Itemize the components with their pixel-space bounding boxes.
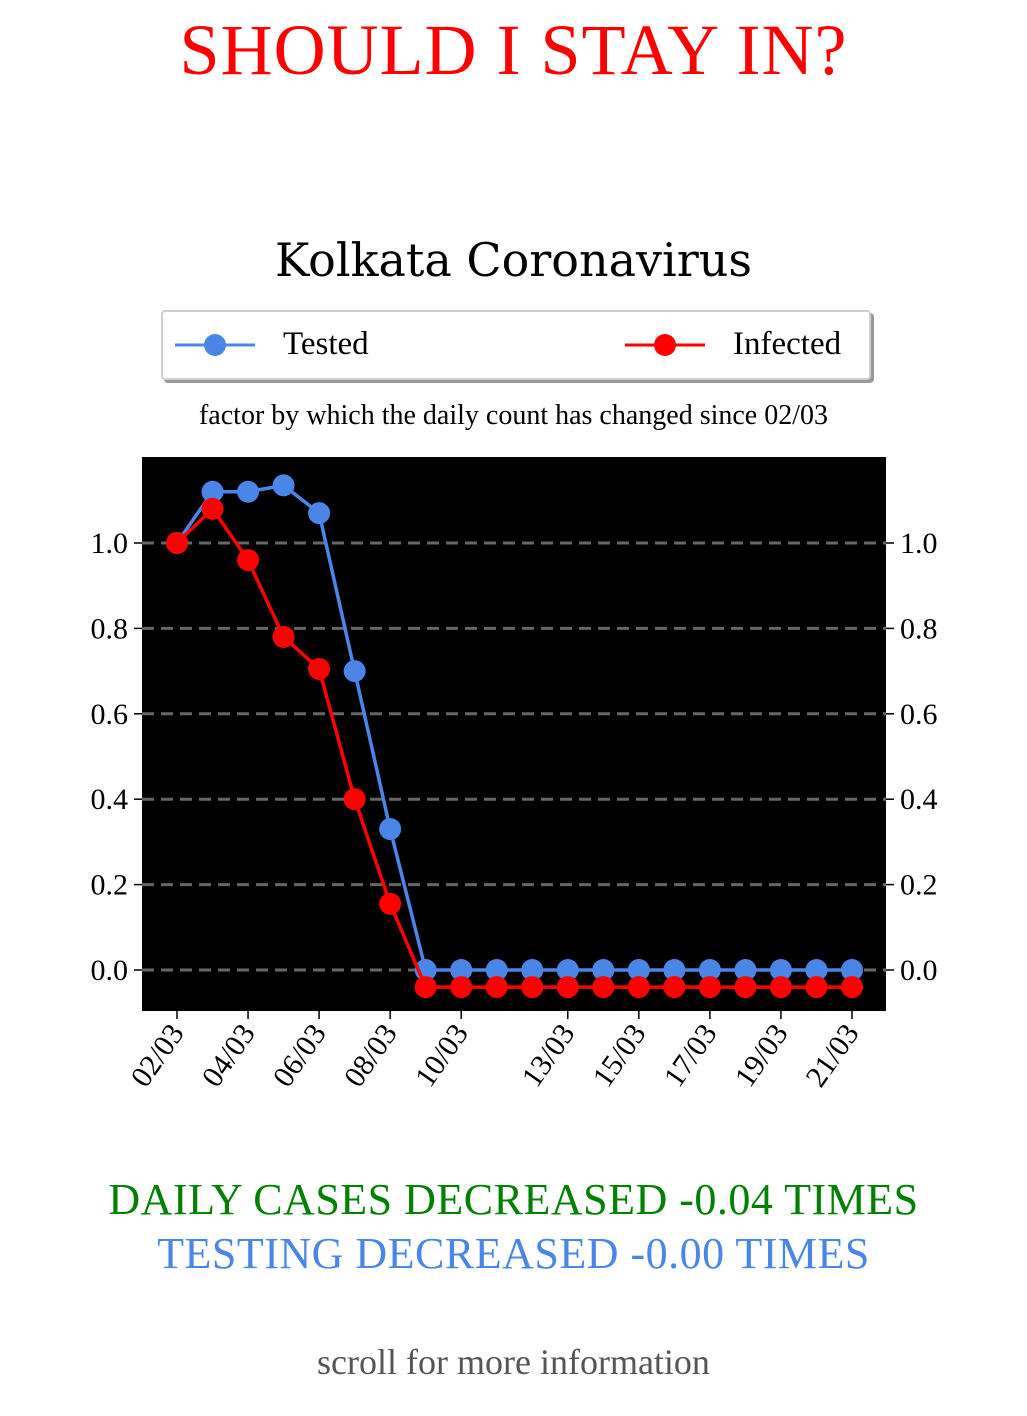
data-point-infected xyxy=(805,976,828,999)
data-point-infected xyxy=(663,976,686,999)
x-tick-label: 06/03 xyxy=(267,1018,333,1093)
data-point-tested xyxy=(237,480,260,503)
x-tick-label: 02/03 xyxy=(125,1018,191,1093)
x-tick-label: 17/03 xyxy=(657,1018,723,1093)
data-point-infected xyxy=(556,976,579,999)
page-headline: SHOULD I STAY IN? xyxy=(179,10,848,90)
data-point-infected xyxy=(769,976,792,999)
data-point-infected xyxy=(592,976,615,999)
y-tick-label-right: 0.2 xyxy=(900,869,938,902)
y-tick-label-left: 0.2 xyxy=(91,869,129,902)
data-point-tested xyxy=(521,959,544,981)
data-point-infected xyxy=(414,976,437,999)
data-point-tested xyxy=(592,959,615,981)
data-point-infected xyxy=(201,497,224,520)
data-point-tested xyxy=(343,660,366,683)
legend-entry-infected: Infected xyxy=(625,312,865,378)
data-point-infected xyxy=(379,892,402,915)
data-point-tested xyxy=(663,959,686,981)
legend-marker-infected xyxy=(625,334,705,356)
scroll-hint: scroll for more information xyxy=(317,1342,710,1382)
x-tick-label: 13/03 xyxy=(515,1018,581,1093)
data-point-tested xyxy=(272,474,295,497)
data-point-tested xyxy=(485,959,508,981)
x-tick-label: 15/03 xyxy=(586,1018,652,1093)
legend-marker-tested xyxy=(175,334,255,356)
x-tick-label: 08/03 xyxy=(338,1018,404,1093)
data-point-tested xyxy=(450,959,473,981)
data-point-infected xyxy=(450,976,473,999)
data-point-tested xyxy=(769,959,792,981)
y-tick-label-left: 0.6 xyxy=(91,698,129,731)
data-point-infected xyxy=(485,976,508,999)
x-tick-label: 21/03 xyxy=(800,1018,866,1093)
y-tick-label-left: 1.0 xyxy=(91,527,129,560)
data-point-infected xyxy=(308,657,331,680)
y-tick-label-right: 0.8 xyxy=(900,612,938,645)
y-tick-label-left: 0.0 xyxy=(91,954,129,987)
data-point-tested xyxy=(201,480,224,503)
plot-area xyxy=(142,457,886,1011)
data-point-tested xyxy=(627,959,650,981)
data-point-tested xyxy=(556,959,579,981)
data-point-infected xyxy=(698,976,721,999)
data-point-tested xyxy=(308,502,331,525)
line-chart: 0.0 0.0 0.2 0.2 0.4 0.4 0.6 0.6 0.8 0.8 1.0 1.0 02/0… xyxy=(91,457,938,1093)
data-point-infected xyxy=(237,549,260,572)
data-point-tested xyxy=(379,818,402,841)
data-point-infected xyxy=(734,976,757,999)
legend-label-infected: Infected xyxy=(733,326,842,362)
legend-dot-tested xyxy=(204,334,226,356)
legend-dot-infected xyxy=(654,334,676,356)
data-point-tested xyxy=(734,959,757,981)
chart-legend: Tested Infected xyxy=(161,310,871,380)
data-point-tested xyxy=(698,959,721,981)
legend-label-tested: Tested xyxy=(283,326,369,362)
chart-title: Kolkata Coronavirus xyxy=(275,233,752,287)
data-point-tested xyxy=(841,959,863,981)
data-point-infected xyxy=(166,532,188,554)
data-point-tested xyxy=(805,959,828,981)
x-tick-label: 19/03 xyxy=(728,1018,794,1093)
y-tick-label-right: 0.4 xyxy=(900,783,938,816)
data-point-infected xyxy=(272,625,295,648)
y-tick-label-right: 0.6 xyxy=(900,698,938,731)
y-tick-label-right: 1.0 xyxy=(900,527,938,560)
chart-subtitle: factor by which the daily count has chan… xyxy=(198,400,829,431)
y-tick-label-left: 0.8 xyxy=(91,612,129,645)
x-tick-label: 10/03 xyxy=(409,1018,475,1093)
data-point-infected xyxy=(343,788,366,811)
data-point-infected xyxy=(627,976,650,999)
data-point-infected xyxy=(841,976,863,999)
daily-cases-summary: DAILY CASES DECREASED -0.04 TIMES xyxy=(108,1175,919,1224)
y-tick-label-left: 0.4 xyxy=(91,783,129,816)
data-point-infected xyxy=(521,976,544,999)
y-tick-label-right: 0.0 xyxy=(900,954,938,987)
testing-summary: TESTING DECREASED -0.00 TIMES xyxy=(157,1229,870,1278)
legend-entry-tested: Tested xyxy=(173,312,493,378)
x-tick-label: 04/03 xyxy=(196,1018,262,1093)
